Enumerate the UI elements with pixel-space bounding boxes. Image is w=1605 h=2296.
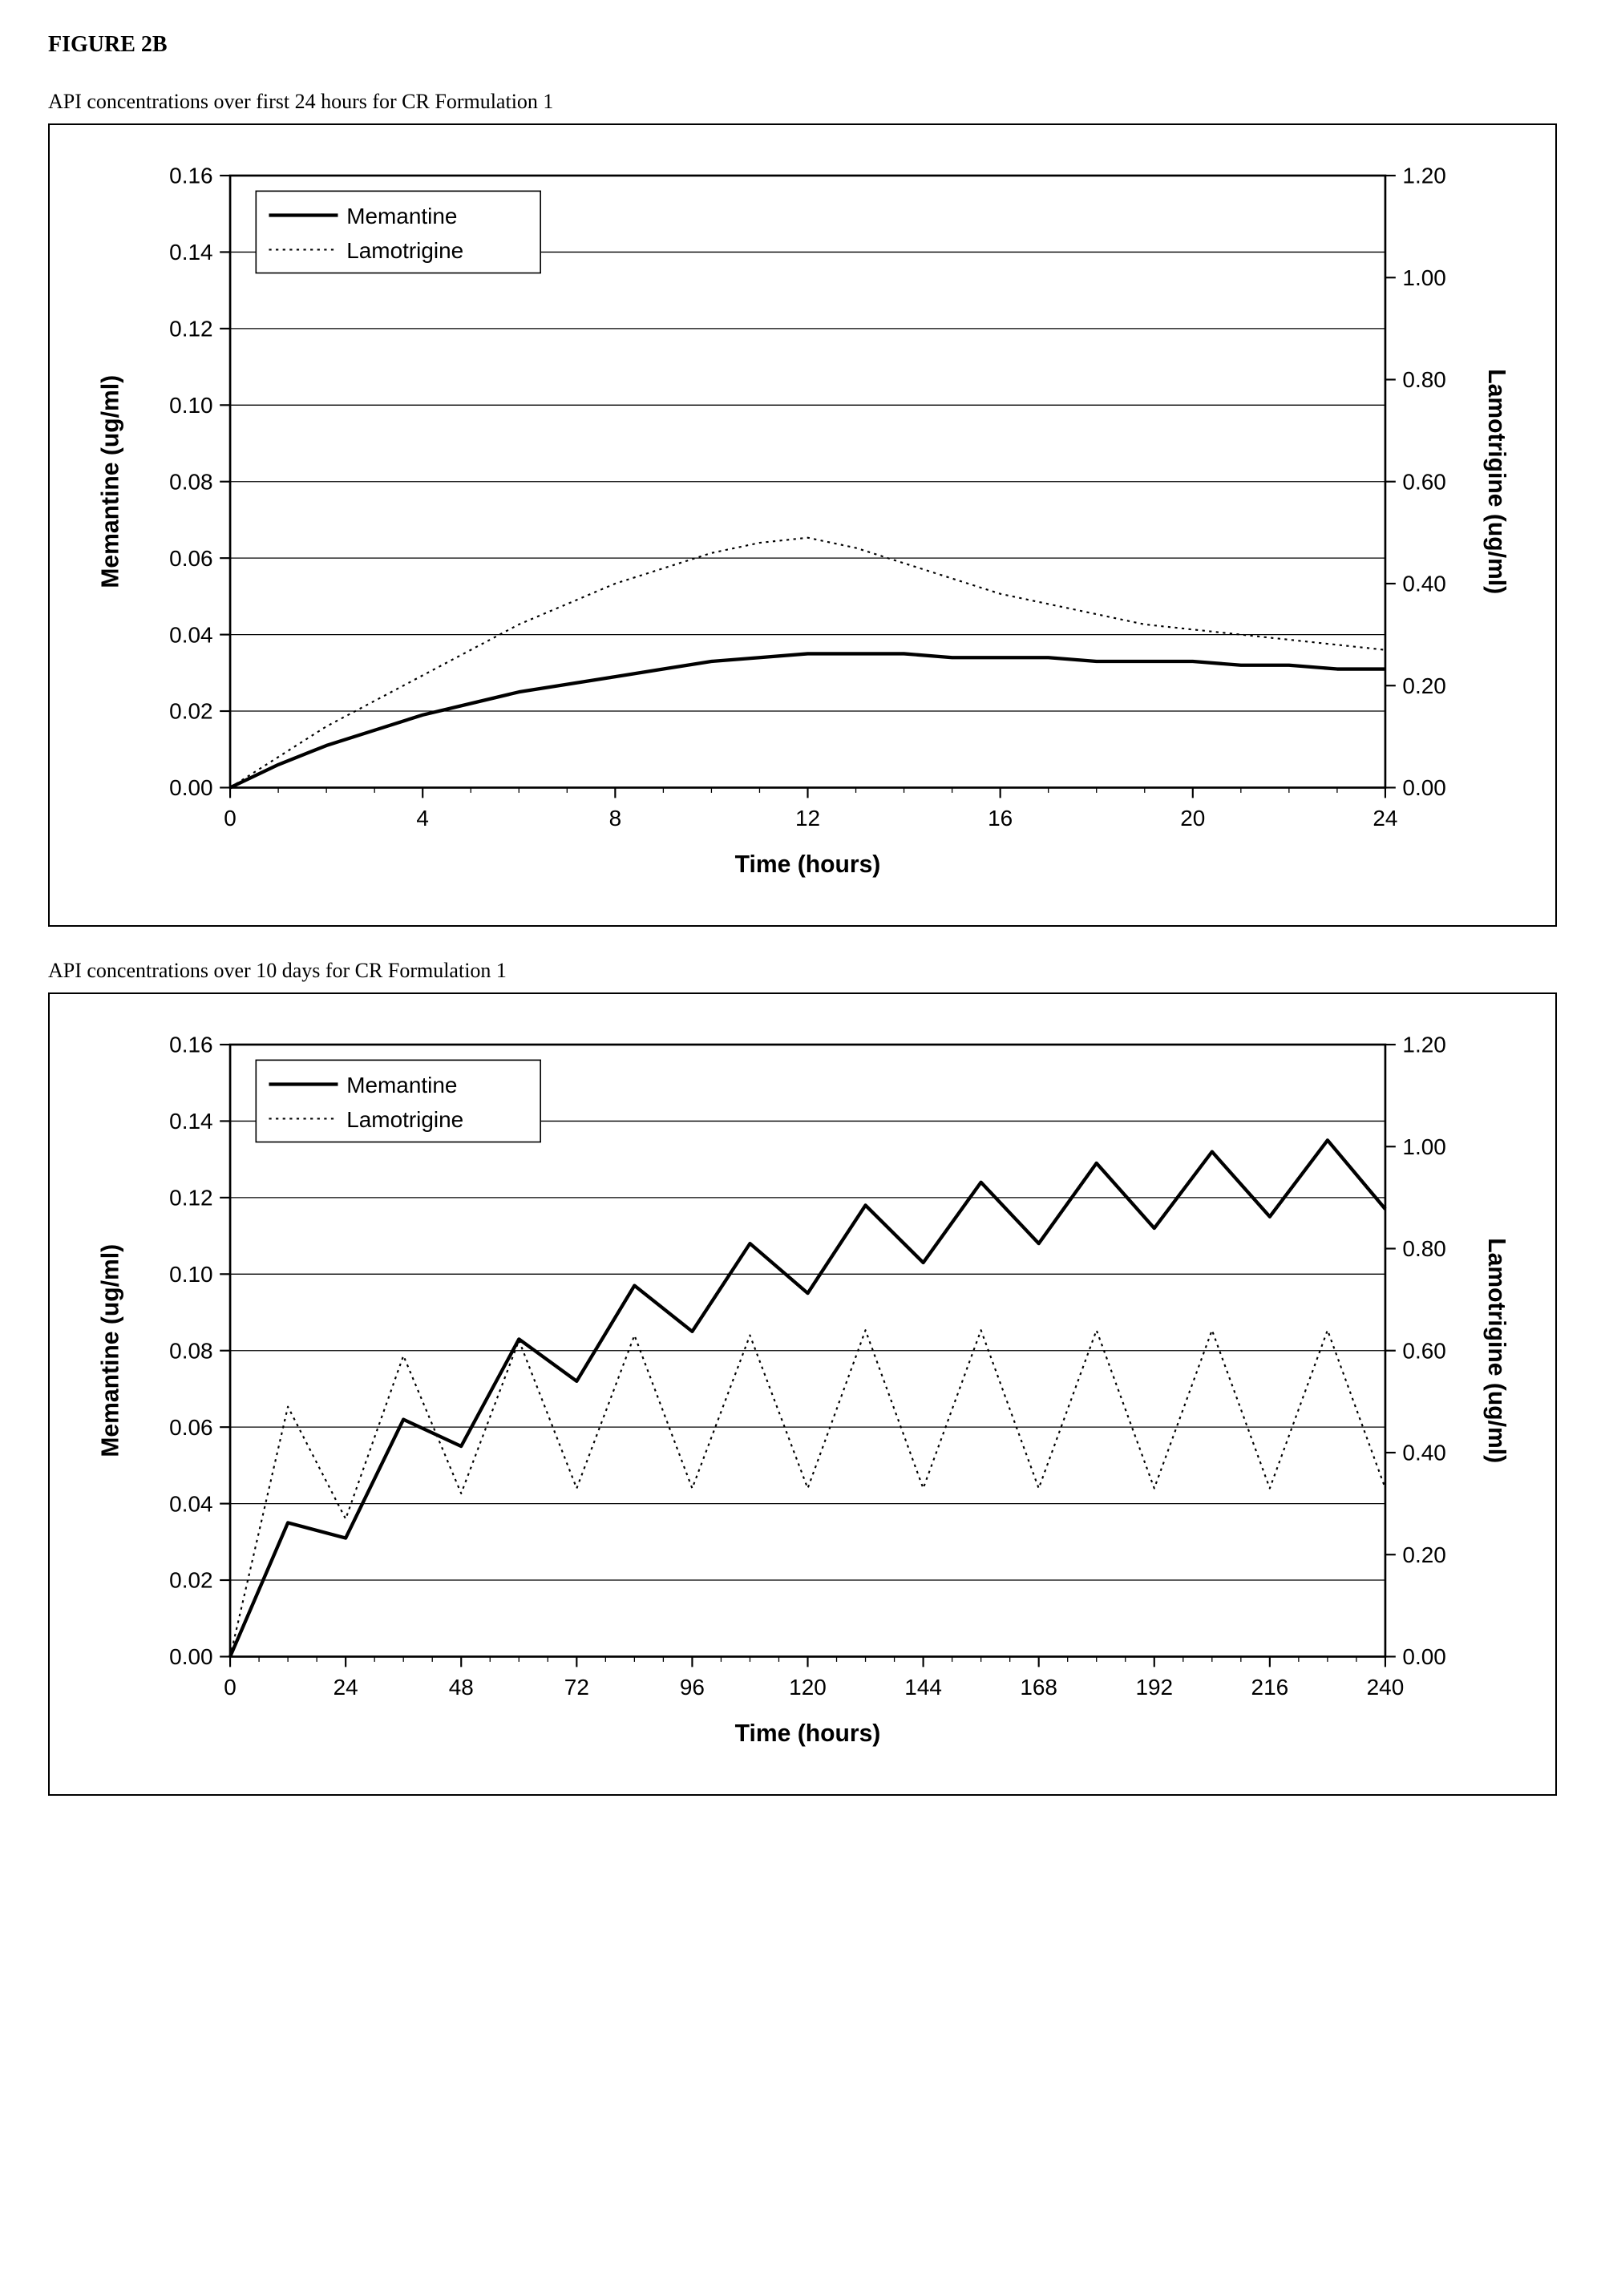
ytick-right-label: 0.80: [1402, 1236, 1445, 1261]
ytick-left-label: 0.12: [169, 1185, 212, 1210]
ytick-left-label: 0.10: [169, 393, 212, 418]
ytick-left-label: 0.06: [169, 546, 212, 571]
xtick-label: 168: [1020, 1675, 1057, 1700]
ytick-left-label: 0.08: [169, 1338, 212, 1363]
ytick-right-label: 0.60: [1402, 1338, 1445, 1363]
xtick-label: 0: [224, 806, 237, 831]
xtick-label: 0: [224, 1675, 237, 1700]
legend-label-memantine: Memantine: [346, 1073, 457, 1097]
ytick-left-label: 0.04: [169, 1491, 212, 1516]
ytick-left-label: 0.02: [169, 699, 212, 724]
xtick-label: 16: [988, 806, 1013, 831]
ytick-left-label: 0.12: [169, 317, 212, 342]
ylabel-left: Memantine (ug/ml): [97, 1244, 123, 1457]
chart2-outer: 0 24 48 72 96 120 144 168 192 216 240 0.00 0.02 0.04 0…: [48, 992, 1557, 1796]
ytick-left-label: 0.04: [169, 622, 212, 647]
ylabel-right: Lamotrigine (ug/ml): [1483, 1238, 1510, 1463]
ytick-left-label: 0.14: [169, 240, 212, 265]
xtick-label: 240: [1367, 1675, 1405, 1700]
xtick-label: 144: [904, 1675, 942, 1700]
legend-label-lamotrigine: Lamotrigine: [346, 238, 463, 263]
ytick-left-label: 0.16: [169, 1032, 212, 1057]
ytick-left-label: 0.14: [169, 1109, 212, 1134]
ytick-right-label: 0.00: [1402, 1644, 1445, 1669]
ytick-left-label: 0.16: [169, 164, 212, 188]
xtick-label: 12: [795, 806, 820, 831]
xlabel: Time (hours): [735, 851, 881, 878]
ylabel-right: Lamotrigine (ug/ml): [1483, 369, 1510, 594]
chart1-svg: 048121620240.000.020.040.060.080.100.120…: [58, 141, 1523, 917]
legend-label-memantine: Memantine: [346, 204, 457, 228]
ytick-left-label: 0.06: [169, 1415, 212, 1440]
xtick-label: 72: [564, 1675, 589, 1700]
chart1-outer: 048121620240.000.020.040.060.080.100.120…: [48, 123, 1557, 927]
ytick-right-label: 1.20: [1402, 1032, 1445, 1057]
xtick-label: 216: [1251, 1675, 1289, 1700]
ytick-right-label: 1.00: [1402, 265, 1445, 290]
ytick-right-label: 0.60: [1402, 469, 1445, 494]
chart1: 048121620240.000.020.040.060.080.100.120…: [58, 141, 1523, 917]
figure-title: FIGURE 2B: [48, 32, 1557, 58]
ytick-right-label: 0.80: [1402, 367, 1445, 392]
xtick-label: 24: [1373, 806, 1397, 831]
ytick-right-label: 0.40: [1402, 1440, 1445, 1465]
xtick-label: 20: [1180, 806, 1205, 831]
xtick-label: 4: [416, 806, 429, 831]
xtick-label: 48: [449, 1675, 474, 1700]
ytick-left-label: 0.08: [169, 469, 212, 494]
xtick-label: 120: [789, 1675, 827, 1700]
ytick-right-label: 1.20: [1402, 164, 1445, 188]
ytick-right-label: 0.40: [1402, 572, 1445, 596]
xtick-label: 192: [1135, 1675, 1173, 1700]
ytick-right-label: 0.20: [1402, 1542, 1445, 1567]
xlabel: Time (hours): [735, 1720, 881, 1747]
ytick-right-label: 0.20: [1402, 673, 1445, 698]
xtick-label: 96: [680, 1675, 705, 1700]
chart2-caption: API concentrations over 10 days for CR F…: [48, 959, 1557, 983]
ytick-right-label: 1.00: [1402, 1134, 1445, 1159]
chart2: 0 24 48 72 96 120 144 168 192 216 240 0.00 0.02 0.04 0…: [58, 1010, 1523, 1786]
xtick-label: 24: [334, 1675, 358, 1700]
ylabel-left: Memantine (ug/ml): [97, 375, 123, 588]
xtick-label: 8: [609, 806, 622, 831]
ytick-left-label: 0.00: [169, 775, 212, 800]
ytick-right-label: 0.00: [1402, 775, 1445, 800]
chart1-caption: API concentrations over first 24 hours f…: [48, 90, 1557, 114]
ytick-left-label: 0.02: [169, 1567, 212, 1592]
ytick-left-label: 0.10: [169, 1262, 212, 1287]
ytick-left-label: 0.00: [169, 1644, 212, 1669]
legend-label-lamotrigine: Lamotrigine: [346, 1107, 463, 1132]
chart2-svg: 0 24 48 72 96 120 144 168 192 216 240 0.00 0.02 0.04 0…: [58, 1010, 1523, 1786]
